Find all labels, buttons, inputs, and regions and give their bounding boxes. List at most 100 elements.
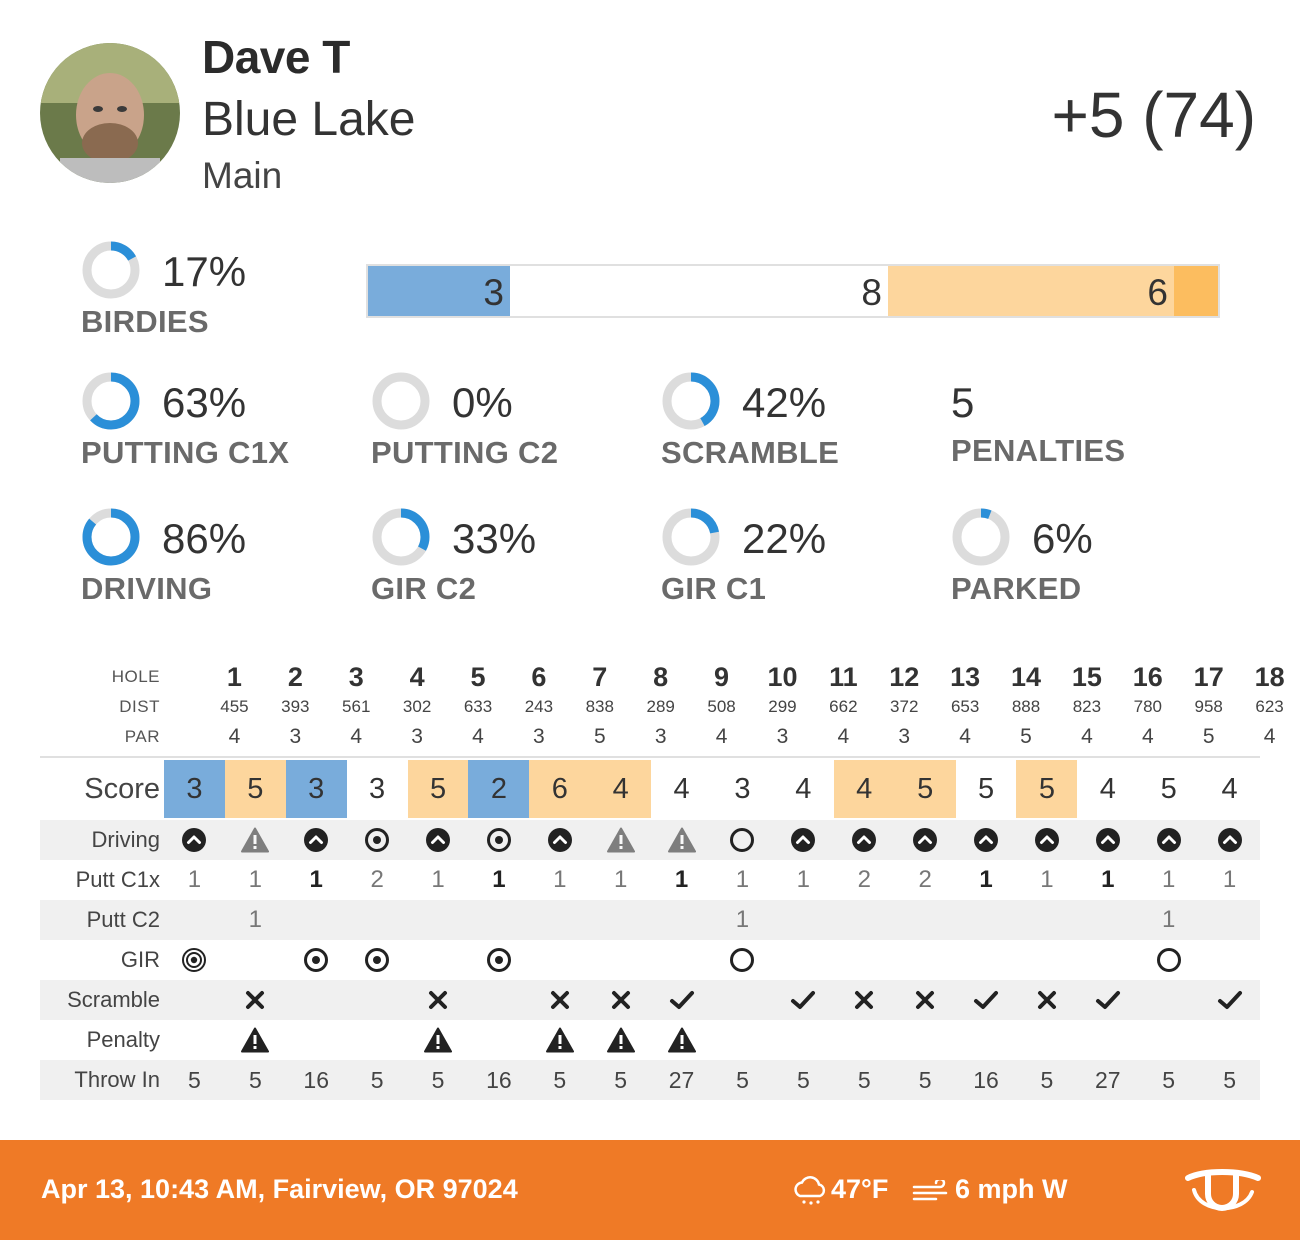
putt-c1x-cell: 1	[225, 860, 286, 900]
putt-c1x-value: 2	[857, 866, 871, 893]
holes-value: 11	[829, 661, 858, 692]
par-cell: 3	[387, 722, 448, 752]
fairway-hit-icon	[547, 827, 573, 853]
penalties-label: PENALTIES	[951, 433, 1126, 468]
putt-c2-cell	[1077, 900, 1138, 940]
putt-c1x-value: 1	[187, 866, 202, 893]
dist-value: 888	[1011, 697, 1041, 716]
penalty-cell	[590, 1020, 651, 1060]
scramble-cell	[529, 980, 590, 1020]
warning-icon	[241, 827, 270, 853]
holes-value: 14	[1011, 661, 1042, 692]
putt-c1x-row: Putt C1x 1 1 1 2 1 1 1 1 1 1 1 2 2 1 1 1 1 1	[40, 860, 1260, 900]
driving-cell	[956, 820, 1017, 860]
putt-c1x-cell: 1	[1077, 860, 1138, 900]
penalty-cell	[468, 1020, 529, 1060]
x-icon	[549, 989, 571, 1011]
score-value: 4	[673, 772, 690, 805]
check-icon	[1095, 989, 1121, 1011]
fairway-hit-icon	[1156, 827, 1182, 853]
score-cell: 3	[712, 760, 773, 818]
par-value: 3	[411, 725, 423, 748]
putt-c1x-value: 1	[796, 866, 811, 893]
penalty-cell	[408, 1020, 469, 1060]
putt-c2-cell	[529, 900, 590, 940]
fairway-hit-icon	[973, 827, 999, 853]
putt-c1x-value: 1	[674, 866, 689, 893]
holes-cell: 9	[691, 662, 752, 692]
score-cell: 5	[894, 760, 956, 818]
throw-in-value: 16	[486, 1066, 512, 1093]
throw-in-cell: 27	[1077, 1060, 1138, 1100]
dist-header-label: DIST	[119, 697, 160, 716]
par-count: 8	[861, 272, 882, 313]
wind-speed: 6 mph W	[955, 1174, 1068, 1204]
driving-cell	[590, 820, 651, 860]
scramble-row: Scramble	[40, 980, 1260, 1020]
score-value: 4	[856, 772, 873, 805]
score-value: 3	[308, 772, 325, 805]
score-row-label: Score	[84, 772, 160, 805]
par-cell: 5	[569, 722, 630, 752]
fairway-hit-icon	[790, 827, 816, 853]
course-name: Blue Lake	[202, 93, 416, 146]
dist-value: 372	[890, 697, 919, 716]
driving-row: Driving	[40, 820, 1260, 860]
driving-cell	[773, 820, 834, 860]
score-value: 2	[490, 772, 507, 805]
parked-pct: 6%	[1032, 515, 1093, 562]
putt-c1x-cell: 1	[1199, 860, 1260, 900]
throw-in-cell: 5	[1016, 1060, 1077, 1100]
dist-cell: 455	[204, 692, 265, 722]
par-value: 4	[228, 725, 241, 748]
putt-c1x-cell: 1	[286, 860, 347, 900]
throw-in-value: 5	[796, 1066, 810, 1093]
gir-cell	[1016, 940, 1077, 980]
score-cell: 5	[1016, 760, 1078, 818]
par-value: 4	[350, 725, 363, 748]
putt-c1x-cell: 1	[1016, 860, 1077, 900]
warning-icon	[545, 1027, 574, 1053]
over-par-segment: 6	[888, 266, 1174, 316]
dist-cell: 243	[508, 692, 569, 722]
putt-c1x-value: 1	[1040, 866, 1054, 893]
par-value: 3	[776, 725, 789, 748]
warning-icon	[241, 1027, 270, 1053]
holes-value: 7	[592, 661, 608, 692]
holes-value: 18	[1254, 661, 1285, 692]
holes-cell: 1	[204, 662, 265, 692]
putt-c1x-value: 1	[1162, 866, 1176, 893]
gir-cell	[590, 940, 651, 980]
score-cell: 3	[347, 760, 408, 818]
gir-cells	[164, 940, 1260, 980]
holes-value: 16	[1132, 661, 1163, 692]
holes-value: 4	[409, 661, 425, 692]
x-icon	[914, 989, 936, 1011]
throw-in-cell: 5	[225, 1060, 286, 1100]
dist-value: 455	[220, 697, 249, 716]
scramble-ring	[662, 372, 720, 430]
gir-c2-ring	[372, 508, 430, 566]
dist-cell: 372	[874, 692, 935, 722]
circle-1-icon	[486, 947, 512, 973]
holes-cell: 17	[1178, 662, 1239, 692]
putt-c1x-value: 1	[1101, 866, 1115, 893]
gir-cell	[225, 940, 286, 980]
par-value: 4	[837, 725, 850, 748]
score-value: 3	[369, 772, 386, 805]
footer-bar: Apr 13, 10:43 AM, Fairview, OR 97024 47°…	[0, 1140, 1300, 1240]
putt-c1x-cell: 1	[408, 860, 469, 900]
par-cell: 5	[1178, 722, 1239, 752]
parked-label: PARKED	[951, 571, 1082, 606]
penalty-cell	[1016, 1020, 1077, 1060]
dist-cell: 780	[1117, 692, 1178, 722]
dist-cell: 653	[935, 692, 996, 722]
par-cell: 3	[874, 722, 935, 752]
round-date-location: Apr 13, 10:43 AM, Fairview, OR 97024	[41, 1174, 518, 1204]
fairway-hit-icon	[303, 827, 329, 853]
warning-icon	[606, 827, 635, 853]
par-value: 3	[533, 725, 545, 748]
par-value: 3	[289, 725, 302, 748]
holes-value: 13	[950, 661, 981, 692]
dist-value: 633	[463, 697, 493, 716]
